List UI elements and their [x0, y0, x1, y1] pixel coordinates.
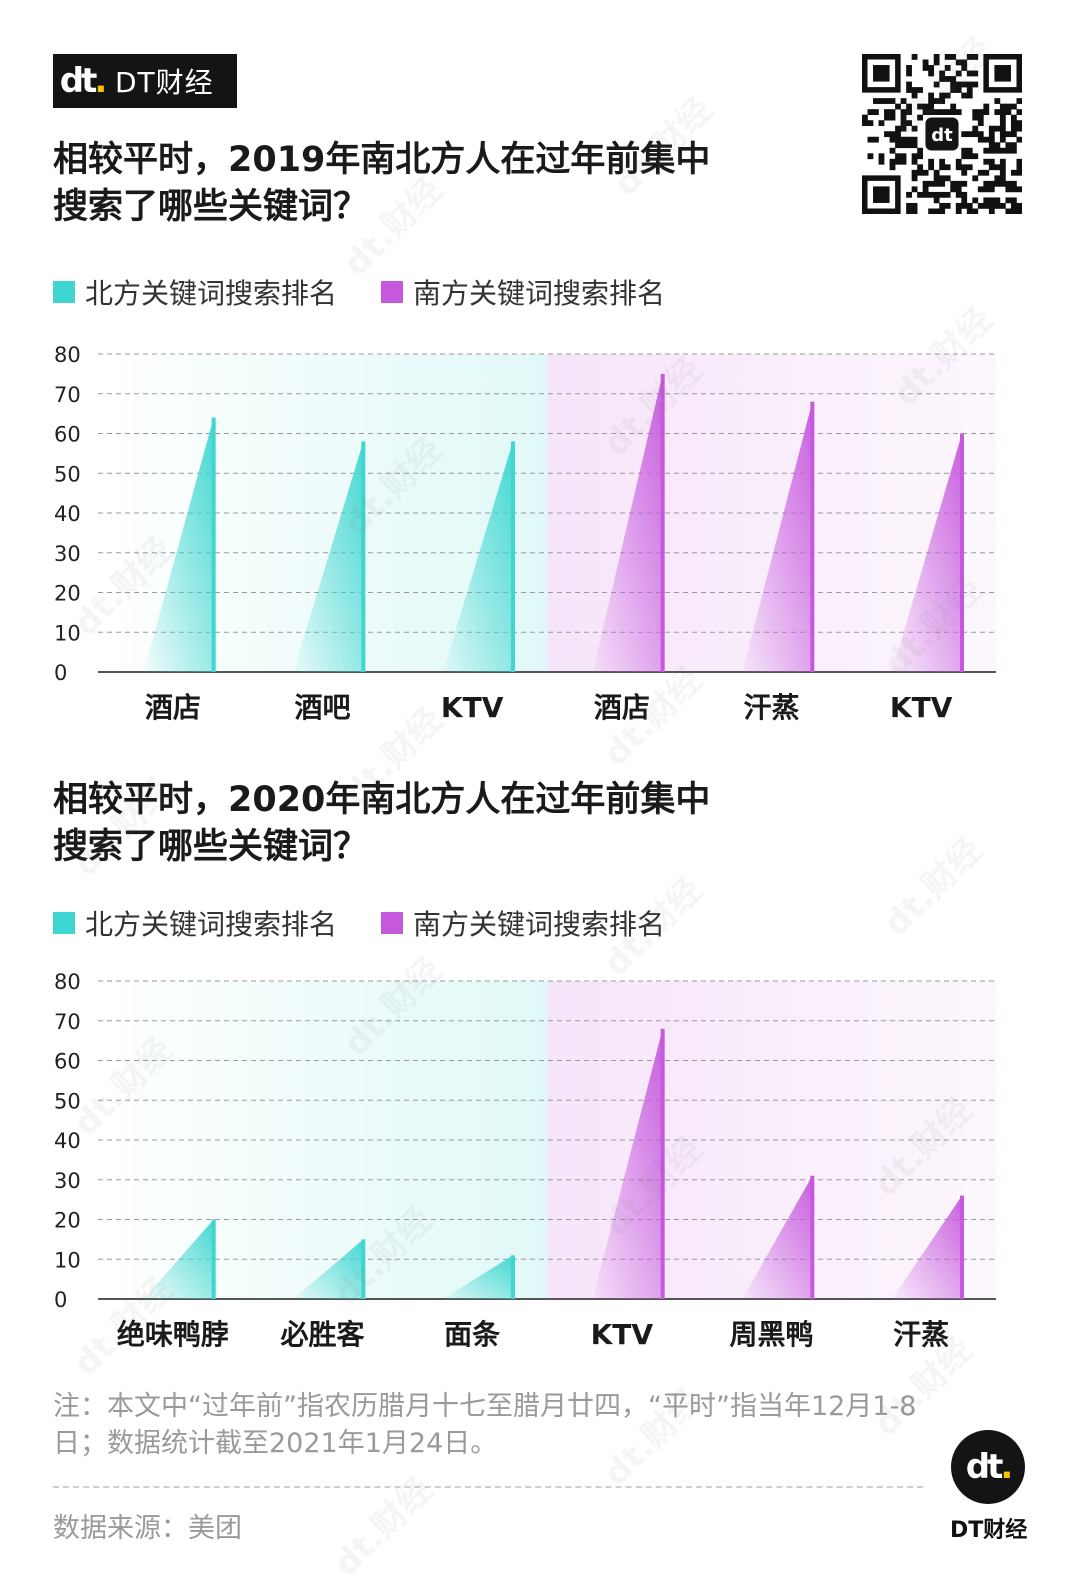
y-tick-label: 50 [54, 462, 81, 486]
y-tick-label: 80 [54, 343, 81, 367]
y-tick-label: 30 [54, 542, 81, 566]
x-tick-label: 周黑鸭 [729, 1318, 813, 1351]
data-source: 数据来源：美团 [53, 1513, 242, 1544]
legend-item-north: 北方关键词搜索排名 [53, 272, 337, 312]
y-tick-label: 40 [54, 1129, 81, 1153]
legend-item-south: 南方关键词搜索排名 [381, 272, 665, 312]
y-tick-label: 40 [54, 502, 81, 526]
y-tick-label: 60 [54, 1050, 81, 1074]
y-tick-label: 70 [54, 1010, 81, 1034]
footnote: 注：本文中“过年前”指农历腊月十七至腊月廿四，“平时”指当年12月1-8日；数据… [53, 1391, 917, 1459]
x-tick-label: 面条 [444, 1318, 500, 1351]
x-tick-label: 汗蒸 [893, 1318, 949, 1351]
legend-2020: 北方关键词搜索排名 南方关键词搜索排名 [53, 903, 709, 943]
y-tick-label: 80 [54, 970, 81, 994]
legend-swatch-south [381, 912, 404, 934]
x-tick-label: KTV [890, 691, 953, 724]
legend-item-south: 南方关键词搜索排名 [381, 903, 665, 943]
y-tick-label: 10 [54, 621, 81, 645]
x-tick-label: 必胜客 [280, 1318, 365, 1351]
bar-shape-south [592, 1028, 663, 1299]
legend-swatch-north [53, 281, 75, 303]
chart-2019: 0 10 20 30 40 50 60 70 80 酒店 酒吧 KTV 酒店 汗蒸 KTV [54, 343, 996, 724]
y-tick-label: 10 [54, 1248, 81, 1272]
x-tick-label: 绝味鸭脖 [117, 1318, 229, 1351]
bar-shape-north [293, 1239, 364, 1299]
watermark: dt.财经 [326, 1469, 441, 1585]
y-tick-label: 30 [54, 1169, 81, 1193]
x-tick-label: KTV [591, 1318, 654, 1351]
footer-logo-icon: dt. [951, 1430, 1025, 1504]
bar-shape-south [892, 433, 962, 672]
x-tick-label: 酒店 [594, 691, 650, 724]
bar-shape-south [592, 373, 663, 672]
brand-logo-icon: dt. [59, 61, 107, 101]
divider [53, 1486, 923, 1488]
y-tick-label: 0 [54, 1288, 67, 1312]
y-tick-label: 20 [54, 582, 81, 606]
y-tick-label: 0 [54, 661, 67, 685]
legend-2019: 北方关键词搜索排名 南方关键词搜索排名 [53, 272, 709, 312]
y-tick-label: 60 [54, 423, 81, 447]
x-tick-label: 酒店 [145, 691, 201, 724]
legend-item-north: 北方关键词搜索排名 [53, 903, 337, 943]
bar-shape-north [143, 1219, 214, 1299]
legend-swatch-north [53, 912, 75, 934]
chart-title-2019: 相较平时，2019年南北方人在过年前集中 搜索了哪些关键词？ [53, 140, 711, 227]
x-tick-label: KTV [441, 691, 504, 724]
y-tick-label: 70 [54, 383, 81, 407]
x-tick-label: 汗蒸 [743, 691, 799, 724]
legend-swatch-south [381, 281, 404, 303]
watermark: dt.财经 [876, 829, 991, 945]
brand-name: DT财经 [115, 66, 214, 99]
chart-title-2020: 相较平时，2020年南北方人在过年前集中 搜索了哪些关键词？ [53, 780, 711, 867]
brand-badge: dt. DT财经 [53, 54, 237, 108]
footer-brand-name: DT财经 [950, 1518, 1028, 1543]
qr-code-icon: dt [862, 54, 1022, 214]
chart-2020: 0 10 20 30 40 50 60 70 80 绝味鸭脖 必胜客 面条 KTV 周黑鸭 汗蒸 [54, 970, 996, 1351]
x-tick-label: 酒吧 [294, 691, 350, 724]
y-tick-label: 20 [54, 1209, 81, 1233]
svg-text:dt: dt [931, 125, 953, 146]
y-tick-label: 50 [54, 1089, 81, 1113]
